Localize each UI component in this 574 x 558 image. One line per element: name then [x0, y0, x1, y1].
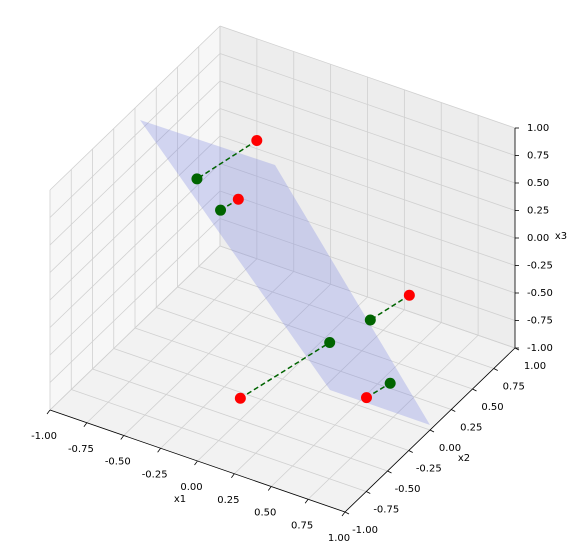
y-axis-label: x2 [458, 453, 470, 464]
y-tick-label: 1.00 [524, 361, 546, 372]
grid-line [49, 218, 221, 383]
tick-mark [366, 491, 371, 494]
x-axis-line [49, 409, 346, 513]
point [403, 289, 415, 301]
tick-mark [408, 450, 413, 453]
z-tick-label: 0.00 [527, 233, 549, 244]
grid-line [219, 25, 516, 129]
grid-line [113, 348, 409, 451]
plane [140, 120, 430, 425]
grid-line [219, 80, 516, 184]
x-tick-label: 0.25 [217, 495, 239, 506]
point [361, 392, 372, 404]
point [191, 173, 203, 185]
grid-line [219, 245, 516, 349]
x-tick-label: 1.00 [328, 533, 350, 544]
grid-line [134, 327, 431, 431]
tick-mark [493, 368, 498, 371]
x-tick-label: -0.25 [142, 469, 168, 480]
x-tick-label: 0.00 [180, 482, 202, 493]
tick-mark [83, 422, 88, 427]
y-tick-label: 0.00 [439, 443, 461, 454]
point [384, 377, 396, 389]
grid-line [49, 135, 221, 301]
marks [191, 134, 415, 404]
tick-mark [120, 435, 125, 440]
tick-mark [157, 448, 161, 453]
panes [46, 25, 520, 517]
y-tick-label: 0.50 [481, 402, 503, 413]
y-tick-label: -0.75 [373, 505, 399, 516]
grid-line [219, 163, 516, 266]
y-tick-label: -1.00 [352, 525, 378, 536]
grid-line [49, 80, 221, 246]
point [234, 392, 246, 404]
tick-mark [387, 470, 392, 474]
z-tick-label: 0.25 [527, 206, 549, 217]
tick-mark [267, 486, 272, 491]
tick-mark [341, 511, 346, 517]
grid-line [219, 108, 516, 211]
grid-line [219, 218, 516, 321]
grid-line [49, 245, 221, 411]
grid-line [49, 108, 221, 273]
point [215, 204, 227, 216]
z-tick-label: -0.75 [527, 316, 553, 327]
projection-line [239, 341, 331, 399]
grid-line [92, 368, 388, 472]
tick-mark [304, 499, 309, 504]
tick-mark [472, 388, 477, 392]
grid-line [49, 25, 221, 191]
grid-line [177, 286, 473, 390]
grid-line [198, 266, 494, 369]
tick-mark [429, 429, 435, 433]
x-tick-label: -0.75 [68, 444, 94, 455]
tick-mark [194, 460, 198, 466]
grid-line [219, 190, 516, 294]
x-tick-label: -0.50 [105, 457, 131, 468]
y-tick-label: 0.25 [460, 423, 482, 434]
grid-line [71, 389, 367, 492]
x-tick-label: 0.50 [254, 508, 276, 519]
projection-line [196, 139, 258, 180]
tick-mark [344, 511, 350, 515]
tick-mark [46, 409, 51, 415]
y-axis-line [344, 347, 516, 513]
point [364, 314, 376, 326]
z-tick-label: -0.50 [527, 288, 553, 299]
z-tick-label: 0.50 [527, 178, 549, 189]
tick-mark [451, 409, 456, 412]
x-tick-label: 0.75 [291, 520, 313, 531]
grid-line [219, 135, 516, 239]
z-axis-label: x3 [555, 231, 567, 242]
y-tick-label: -0.50 [395, 484, 421, 495]
point [232, 193, 244, 205]
point [251, 134, 263, 146]
z-tick-label: 1.00 [527, 123, 549, 134]
z-tick-label: -0.25 [527, 261, 553, 272]
grid-line [219, 53, 516, 156]
grid-line [49, 190, 221, 356]
grid-line [49, 53, 221, 218]
grid-line [49, 163, 221, 328]
x-axis-label: x1 [174, 494, 186, 505]
point [324, 337, 336, 349]
x-tick-label: -1.00 [31, 431, 57, 442]
z-tick-label: 0.75 [527, 151, 549, 162]
tick-mark [231, 473, 235, 478]
y-tick-label: 0.75 [503, 382, 525, 393]
y-tick-label: -0.25 [416, 464, 442, 475]
z-tick-label: -1.00 [527, 343, 553, 354]
